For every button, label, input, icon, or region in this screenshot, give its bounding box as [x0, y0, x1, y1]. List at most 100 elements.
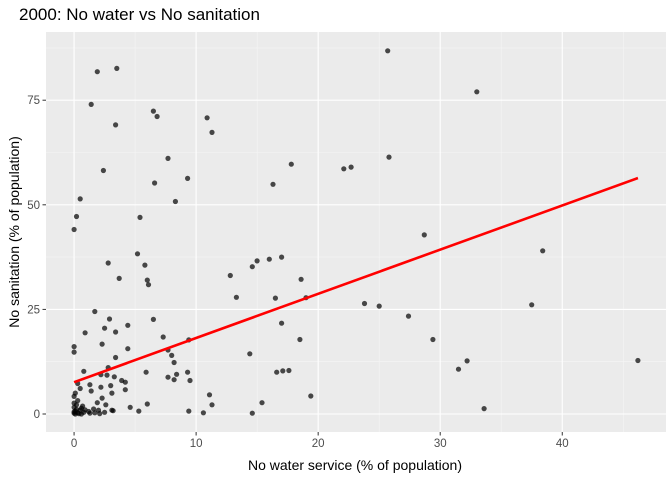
data-point: [247, 351, 253, 357]
y-axis-ticks: 0 25 50 75: [27, 95, 46, 421]
data-point: [348, 164, 354, 170]
data-point: [78, 411, 84, 417]
plot-panel: [46, 32, 666, 432]
data-point: [98, 384, 104, 390]
data-point: [97, 411, 103, 417]
data-point: [274, 369, 280, 375]
x-tick-label: 30: [434, 438, 447, 450]
x-tick-label: 20: [312, 438, 325, 450]
data-point: [233, 294, 239, 300]
data-point: [171, 377, 177, 383]
data-point: [386, 154, 392, 160]
data-point: [73, 402, 80, 408]
data-point: [165, 374, 171, 380]
data-point: [209, 402, 215, 408]
data-point: [150, 108, 156, 114]
data-point: [87, 382, 93, 388]
y-tick-label: 75: [27, 95, 40, 107]
y-tick-label: 0: [34, 409, 40, 421]
data-point: [481, 406, 487, 412]
data-point: [169, 352, 175, 358]
data-point: [144, 401, 150, 407]
data-point: [635, 357, 641, 364]
y-tick-label: 50: [27, 200, 40, 212]
data-point: [103, 402, 109, 408]
data-point: [73, 213, 80, 220]
data-point: [288, 161, 294, 167]
data-point: [361, 300, 368, 307]
data-point: [272, 295, 278, 301]
x-tick-label: 0: [71, 438, 77, 450]
data-point: [172, 198, 178, 205]
data-point: [160, 334, 166, 340]
data-point: [122, 379, 128, 385]
data-point: [142, 262, 148, 268]
data-point: [125, 322, 131, 328]
data-point: [113, 329, 119, 335]
data-point: [227, 272, 233, 279]
data-point: [185, 175, 191, 181]
data-points: [71, 48, 641, 417]
data-point: [134, 251, 141, 257]
data-point: [308, 393, 314, 399]
data-point: [92, 410, 98, 416]
data-point: [174, 371, 180, 377]
data-point: [94, 69, 100, 75]
data-point: [82, 330, 88, 336]
x-tick-label: 10: [190, 438, 203, 450]
data-point: [206, 392, 213, 398]
data-point: [136, 408, 142, 414]
data-point: [165, 155, 171, 161]
data-point: [254, 258, 260, 264]
chart-title: 2000: No water vs No sanitation: [19, 5, 260, 24]
data-point: [297, 336, 303, 343]
data-point: [200, 410, 206, 416]
data-point: [110, 408, 116, 414]
data-point: [71, 349, 77, 355]
data-point: [464, 358, 470, 364]
data-point: [116, 275, 122, 281]
data-point: [144, 277, 150, 283]
data-point: [100, 167, 106, 174]
data-point: [102, 325, 108, 331]
data-point: [106, 316, 113, 322]
data-point: [455, 366, 462, 372]
x-tick-label: 40: [556, 438, 569, 450]
data-point: [280, 368, 286, 374]
data-point: [529, 302, 535, 308]
data-point: [430, 336, 436, 343]
data-point: [105, 260, 111, 266]
data-point: [376, 303, 382, 309]
data-point: [286, 367, 292, 374]
data-point: [114, 65, 120, 71]
x-axis-title: No water service (% of population): [248, 457, 462, 473]
data-point: [279, 320, 285, 326]
x-axis-ticks: 0 10 20 30 40: [71, 432, 569, 450]
data-point: [88, 388, 94, 394]
data-point: [77, 385, 83, 392]
data-point: [171, 359, 177, 366]
data-point: [154, 113, 160, 120]
data-point: [122, 387, 128, 393]
data-point: [259, 400, 265, 406]
data-point: [143, 369, 149, 375]
data-point: [109, 390, 115, 396]
data-point: [540, 248, 546, 254]
data-point: [145, 282, 152, 288]
y-axis-title: No sanitation (% of population): [6, 136, 22, 327]
data-point: [71, 344, 77, 350]
data-point: [187, 377, 193, 384]
data-point: [92, 308, 98, 315]
data-point: [137, 214, 143, 220]
data-point: [88, 101, 94, 107]
trend-line: [73, 176, 639, 384]
data-point: [111, 374, 117, 380]
data-point: [113, 354, 119, 361]
data-point: [385, 48, 391, 54]
data-point: [186, 408, 192, 414]
data-point: [209, 129, 215, 135]
data-point: [71, 393, 77, 399]
data-point: [81, 368, 87, 374]
data-point: [279, 254, 285, 260]
